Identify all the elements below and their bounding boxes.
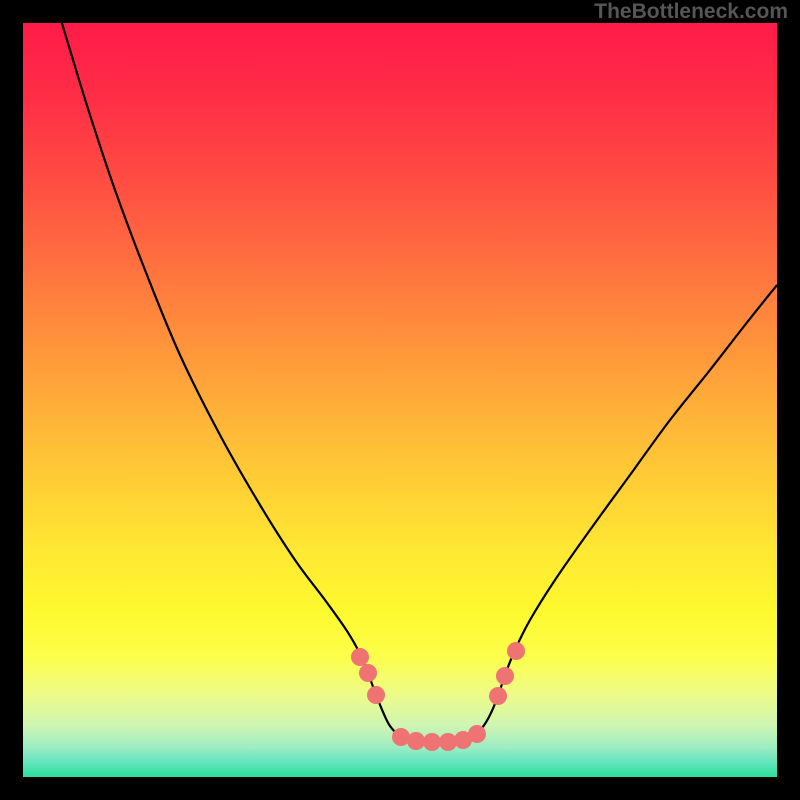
marker-group: [351, 642, 525, 751]
curve-marker: [507, 642, 525, 660]
curve-marker: [496, 667, 514, 685]
curve-marker: [439, 733, 457, 751]
curve-left: [55, 23, 435, 742]
curve-marker: [392, 728, 410, 746]
curve-marker: [468, 725, 486, 743]
chart-svg: [23, 23, 777, 777]
curve-marker: [454, 731, 472, 749]
watermark-text: TheBottleneck.com: [594, 0, 788, 24]
curve-marker: [423, 733, 441, 751]
curve-marker: [367, 686, 385, 704]
gradient-background: [23, 23, 777, 777]
plot-area: [23, 23, 777, 777]
curve-marker: [351, 648, 369, 666]
curve-marker: [359, 664, 377, 682]
curve-marker: [489, 687, 507, 705]
curve-marker: [407, 732, 425, 750]
curve-right: [435, 285, 777, 742]
